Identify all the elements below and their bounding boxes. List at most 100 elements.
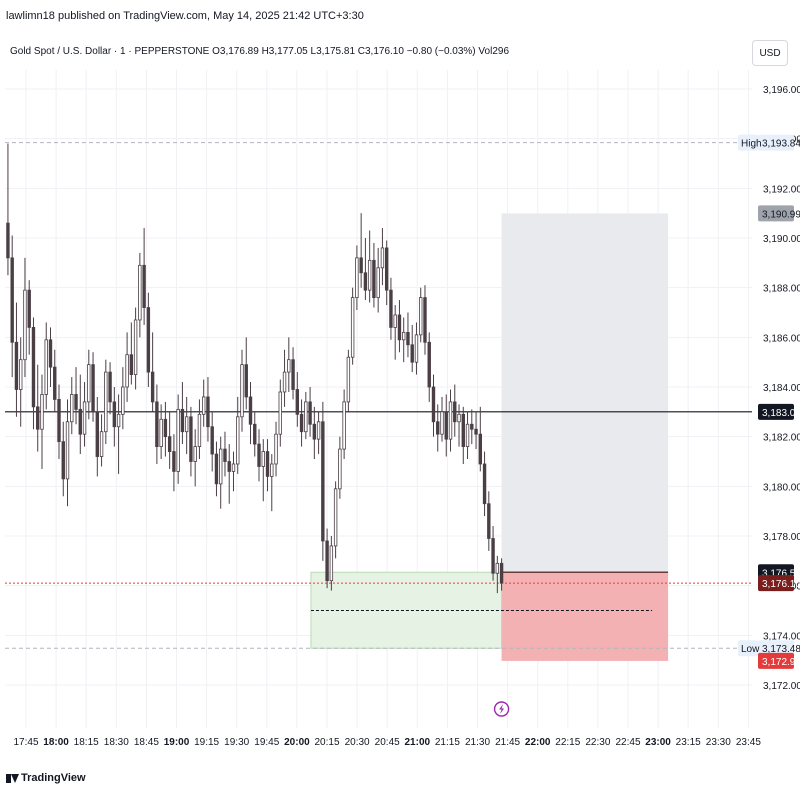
candle-body bbox=[384, 247, 389, 291]
candle bbox=[10, 235, 14, 378]
candle bbox=[201, 379, 206, 427]
candle-body bbox=[57, 399, 61, 443]
candle-body bbox=[236, 416, 240, 465]
candle-body bbox=[350, 297, 355, 358]
candle-body bbox=[414, 334, 419, 363]
candle-body bbox=[227, 461, 231, 472]
candle-body bbox=[167, 436, 172, 452]
candle bbox=[138, 252, 142, 338]
price-tick-label: 3,172.00 bbox=[763, 681, 800, 692]
candle-body bbox=[44, 339, 48, 395]
candle-body bbox=[40, 394, 44, 430]
candle bbox=[244, 337, 248, 410]
candle-body bbox=[10, 257, 14, 343]
price-label-value: 3,172.97 bbox=[762, 657, 800, 668]
candle bbox=[82, 382, 87, 447]
candle-body bbox=[270, 463, 274, 477]
candle bbox=[184, 396, 189, 455]
candle bbox=[14, 302, 19, 417]
candle bbox=[206, 377, 210, 442]
candle bbox=[414, 322, 419, 375]
candle-body bbox=[444, 411, 448, 440]
candle-body bbox=[278, 391, 282, 435]
candle-body bbox=[150, 371, 155, 403]
candle bbox=[87, 349, 91, 420]
time-tick-label: 20:30 bbox=[345, 737, 370, 748]
candle bbox=[470, 409, 474, 445]
price-label-value: 3,183.00 bbox=[762, 408, 800, 419]
symbol-ohlc-legend[interactable]: Gold Spot / U.S. Dollar · 1 · PEPPERSTON… bbox=[10, 46, 510, 57]
candle bbox=[172, 434, 176, 492]
candle bbox=[65, 399, 70, 507]
candlestick-series bbox=[6, 143, 504, 594]
price-label-bg bbox=[758, 134, 794, 151]
candle-body bbox=[244, 364, 248, 398]
time-tick-label: 20:15 bbox=[314, 737, 339, 748]
candle-body bbox=[355, 257, 359, 299]
candle bbox=[116, 394, 121, 474]
candle bbox=[189, 406, 193, 477]
candle-body bbox=[295, 389, 300, 415]
candle bbox=[261, 439, 265, 502]
candle-body bbox=[219, 448, 223, 485]
tradingview-brand[interactable]: TradingView bbox=[6, 772, 86, 784]
candle-body bbox=[448, 401, 453, 440]
candle bbox=[402, 317, 406, 363]
candle bbox=[342, 389, 346, 460]
candle-body bbox=[48, 339, 53, 368]
candle bbox=[367, 230, 372, 303]
candle bbox=[380, 228, 385, 286]
lightning-icon[interactable] bbox=[493, 701, 510, 717]
candle bbox=[346, 349, 351, 412]
candle bbox=[219, 436, 223, 509]
candle-body bbox=[406, 331, 410, 346]
candle-body bbox=[36, 406, 40, 430]
candle bbox=[236, 396, 240, 474]
drawing-zones bbox=[310, 213, 669, 661]
candle bbox=[308, 387, 312, 437]
candle bbox=[176, 394, 180, 484]
candle-body bbox=[112, 401, 117, 428]
candle-body bbox=[304, 401, 308, 433]
time-tick-label: 23:15 bbox=[676, 737, 701, 748]
candle-body bbox=[163, 418, 168, 438]
candle-body bbox=[70, 394, 74, 423]
price-label-target: 3,190.99 bbox=[758, 205, 800, 222]
candle-body bbox=[189, 416, 193, 462]
candle-body bbox=[372, 259, 376, 299]
candle-body bbox=[65, 421, 70, 480]
candle bbox=[487, 491, 491, 551]
currency-button[interactable]: USD bbox=[752, 40, 788, 66]
price-tick-label: 3,174.00 bbox=[763, 631, 800, 642]
time-tick-label: 20:00 bbox=[284, 737, 310, 748]
candle-body bbox=[419, 297, 423, 336]
time-axis: 17:45 18:00 18:15 18:30 18:45 19:00 19:15 19:30… bbox=[13, 737, 761, 748]
candle-body bbox=[478, 433, 483, 465]
candle bbox=[150, 332, 155, 412]
time-tick-label: 20:45 bbox=[375, 737, 400, 748]
candle-body bbox=[176, 408, 180, 472]
price-label-bg bbox=[758, 205, 794, 222]
candle bbox=[133, 307, 138, 390]
candle-body bbox=[363, 272, 368, 291]
candle-body bbox=[491, 538, 495, 574]
candle-body bbox=[474, 428, 478, 435]
candle-body bbox=[248, 396, 253, 425]
candle-body bbox=[393, 314, 397, 328]
candle bbox=[61, 421, 65, 497]
candle bbox=[27, 280, 31, 355]
candle-body bbox=[465, 423, 470, 448]
candle bbox=[91, 352, 95, 422]
candle-body bbox=[14, 341, 19, 390]
candle-body bbox=[180, 408, 185, 433]
candle-body bbox=[184, 416, 189, 433]
candle bbox=[350, 287, 355, 365]
candle bbox=[274, 421, 278, 477]
candle bbox=[376, 247, 380, 313]
candle-body bbox=[138, 264, 142, 321]
candle-body bbox=[146, 307, 151, 373]
candle bbox=[448, 389, 453, 452]
price-label-stop: 3,172.97 bbox=[758, 652, 800, 669]
